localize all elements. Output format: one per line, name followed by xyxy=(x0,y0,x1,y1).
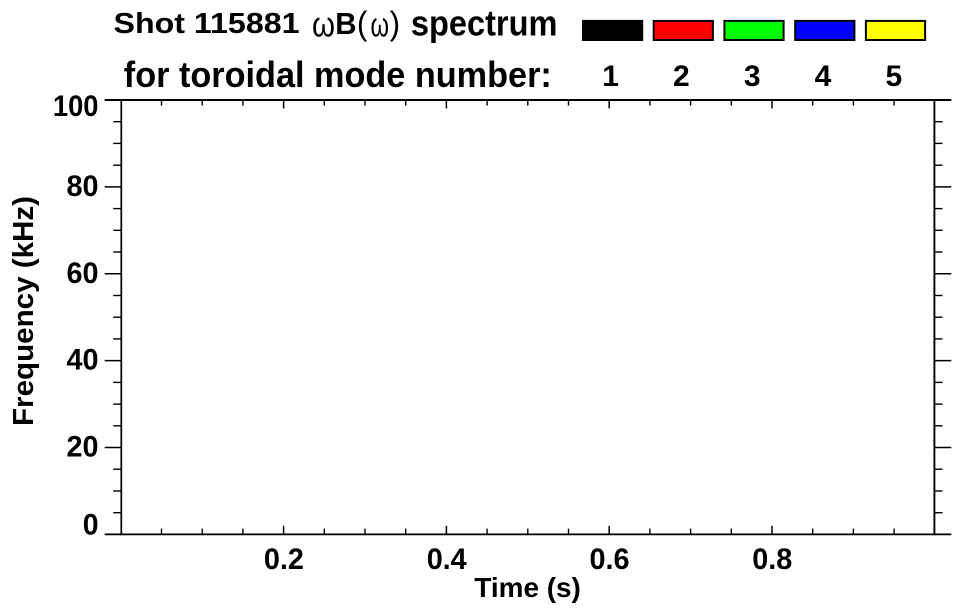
svg-text:for toroidal mode number:: for toroidal mode number: xyxy=(124,54,552,95)
svg-text:0.8: 0.8 xyxy=(752,543,792,576)
svg-text:(: ( xyxy=(357,5,368,42)
svg-text:40: 40 xyxy=(67,343,99,376)
svg-text:80: 80 xyxy=(67,170,99,203)
svg-text:4: 4 xyxy=(815,60,832,93)
svg-text:100: 100 xyxy=(53,90,99,123)
svg-text:): ) xyxy=(390,5,401,42)
svg-text:ω: ω xyxy=(312,6,335,45)
svg-text:1: 1 xyxy=(602,60,619,93)
svg-text:Frequency (kHz): Frequency (kHz) xyxy=(8,196,40,426)
svg-text:20: 20 xyxy=(67,431,99,464)
svg-text:5: 5 xyxy=(885,60,902,93)
svg-text:60: 60 xyxy=(67,257,99,290)
svg-text:spectrum: spectrum xyxy=(411,3,558,44)
svg-text:3: 3 xyxy=(744,60,761,93)
svg-text:B: B xyxy=(335,7,356,41)
svg-text:Shot 115881: Shot 115881 xyxy=(114,8,300,40)
svg-text:0.2: 0.2 xyxy=(264,543,304,576)
svg-text:Time (s): Time (s) xyxy=(474,572,581,603)
svg-text:2: 2 xyxy=(673,60,690,93)
svg-text:ω: ω xyxy=(371,6,390,44)
svg-text:0.6: 0.6 xyxy=(590,543,630,576)
svg-text:0.4: 0.4 xyxy=(427,543,467,576)
svg-text:0: 0 xyxy=(83,509,99,542)
